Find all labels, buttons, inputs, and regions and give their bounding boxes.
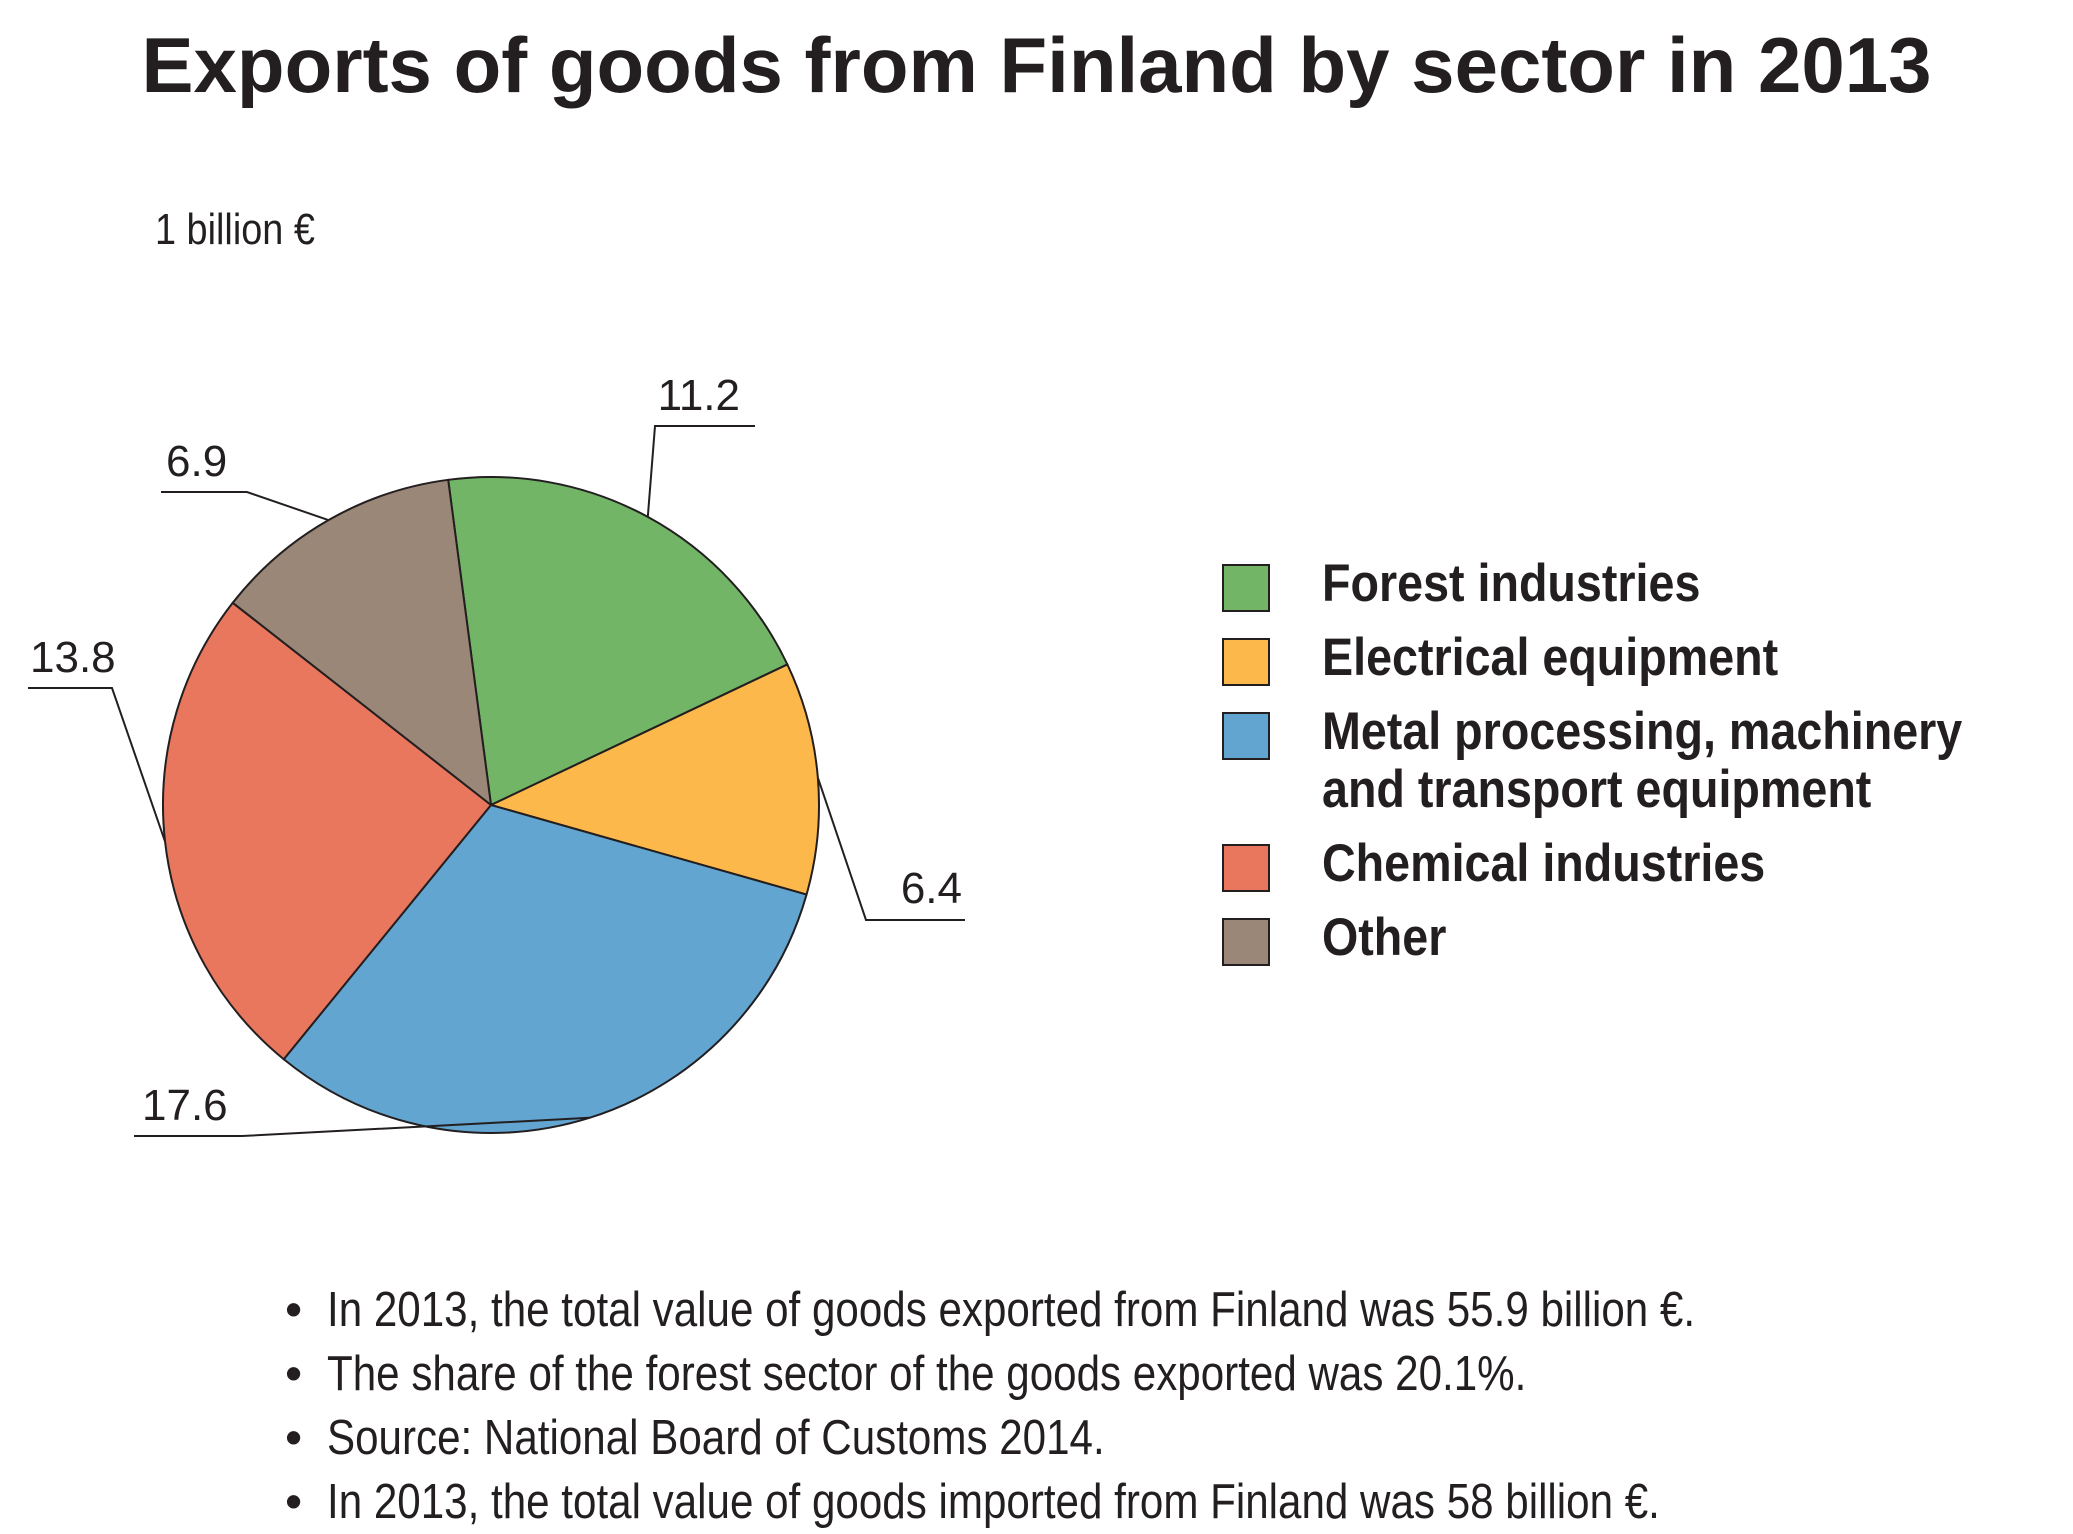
legend-label: Chemical industries bbox=[1322, 835, 1765, 893]
pie-slice-chemical-industries bbox=[162, 601, 492, 1061]
note-item: • The share of the forest sector of the g… bbox=[285, 1342, 1985, 1406]
bullet-icon: • bbox=[285, 1475, 303, 1529]
legend-item: Chemical industries bbox=[1222, 835, 2042, 893]
note-item: • In 2013, the total value of goods impor… bbox=[285, 1470, 1985, 1534]
legend-swatch bbox=[1222, 844, 1270, 892]
bullet-icon: • bbox=[285, 1347, 303, 1401]
legend-item: Other bbox=[1222, 909, 2042, 967]
legend-item: Metal processing, machinery and transport… bbox=[1222, 703, 2042, 819]
bullet-icon: • bbox=[285, 1411, 303, 1465]
data-label: 13.8 bbox=[30, 633, 116, 682]
pie-slice-metal-processing-machinery-and-transport-equipment bbox=[282, 804, 808, 1134]
chart-title: Exports of goods from Finland by sector … bbox=[141, 21, 1932, 109]
legend-item: Forest industries bbox=[1222, 555, 2042, 613]
pie-data-labels: 11.2 6.4 17.6 13.8 6.9 bbox=[30, 371, 962, 1130]
leader-line bbox=[816, 777, 965, 921]
note-text: In 2013, the total value of goods import… bbox=[327, 1475, 1660, 1529]
legend-label-line: Chemical industries bbox=[1322, 834, 1766, 893]
legend-item: Electrical equipment bbox=[1222, 629, 2042, 687]
legend-label-line: Electrical equipment bbox=[1322, 628, 1779, 687]
legend-swatch bbox=[1222, 564, 1270, 612]
data-label: 6.9 bbox=[166, 437, 227, 486]
bullet-icon: • bbox=[285, 1283, 303, 1337]
pie-slice-electrical-equipment bbox=[490, 663, 820, 896]
legend-label: Metal processing, machinery and transport… bbox=[1322, 703, 1962, 819]
data-label: 11.2 bbox=[658, 371, 740, 420]
data-label: 17.6 bbox=[142, 1081, 228, 1130]
legend-label-line: Forest industries bbox=[1322, 554, 1701, 613]
leader-line bbox=[28, 687, 166, 842]
legend-label: Other bbox=[1322, 909, 1446, 967]
pie-slice-forest-industries bbox=[447, 476, 789, 806]
legend-label: Forest industries bbox=[1322, 555, 1700, 613]
legend-swatch bbox=[1222, 712, 1270, 760]
legend: Forest industries Electrical equipment Met… bbox=[1222, 555, 2042, 983]
legend-label-line: Metal processing, machinery bbox=[1322, 702, 1963, 761]
note-text: Source: National Board of Customs 2014. bbox=[327, 1411, 1105, 1465]
leader-line bbox=[161, 491, 329, 522]
note-text: In 2013, the total value of goods export… bbox=[327, 1283, 1696, 1337]
legend-swatch bbox=[1222, 918, 1270, 966]
pie-slice-other bbox=[231, 478, 492, 806]
data-label: 6.4 bbox=[901, 864, 962, 913]
leader-line bbox=[646, 425, 755, 517]
leader-line bbox=[134, 1116, 590, 1137]
note-item: • Source: National Board of Customs 2014. bbox=[285, 1406, 1985, 1470]
pie-chart: 11.2 6.4 17.6 13.8 6.9 bbox=[28, 371, 965, 1137]
note-item: • In 2013, the total value of goods expor… bbox=[285, 1278, 1985, 1342]
legend-label: Electrical equipment bbox=[1322, 629, 1778, 687]
note-text: The share of the forest sector of the go… bbox=[327, 1347, 1527, 1401]
notes-list: • In 2013, the total value of goods expor… bbox=[285, 1278, 1985, 1534]
legend-label-line: and transport equipment bbox=[1322, 760, 1872, 819]
pie-slices bbox=[162, 476, 820, 1134]
pie-leader-lines bbox=[28, 425, 965, 1137]
legend-label-line: Other bbox=[1322, 908, 1447, 967]
unit-label: 1 billion € bbox=[155, 205, 315, 254]
legend-swatch bbox=[1222, 638, 1270, 686]
